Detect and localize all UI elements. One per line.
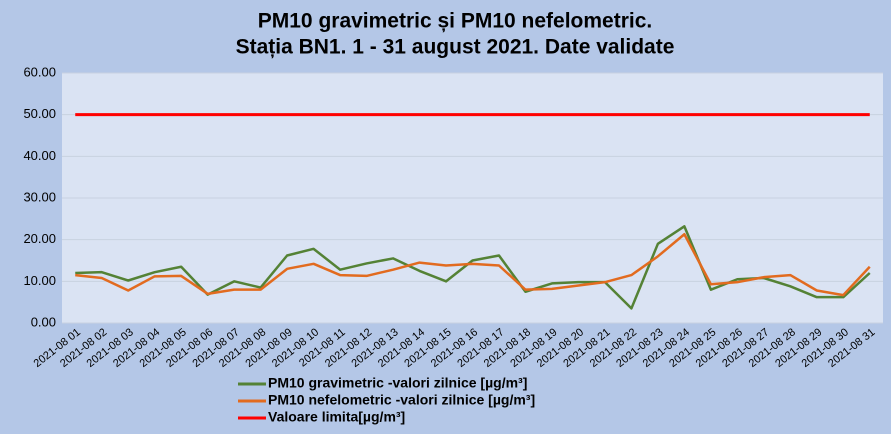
- y-tick-label: 0.00: [31, 314, 56, 329]
- legend-label: PM10 gravimetric -valori zilnice [µg/m³]: [268, 375, 527, 391]
- series-line: [75, 233, 871, 297]
- legend-label: PM10 nefelometric -valori zilnice [µg/m³…: [268, 392, 535, 408]
- legend-label: Valoare limita[µg/m³]: [268, 409, 405, 425]
- y-tick-label: 60.00: [23, 64, 56, 79]
- y-tick-label: 40.00: [23, 148, 56, 163]
- y-tick-label: 10.00: [23, 273, 56, 288]
- chart-title: PM10 gravimetric și PM10 nefelometric.: [258, 10, 653, 33]
- chart-title: Stația BN1. 1 - 31 august 2021. Date val…: [236, 36, 675, 59]
- y-tick-label: 30.00: [23, 189, 56, 204]
- y-tick-label: 20.00: [23, 231, 56, 246]
- y-tick-label: 50.00: [23, 106, 56, 121]
